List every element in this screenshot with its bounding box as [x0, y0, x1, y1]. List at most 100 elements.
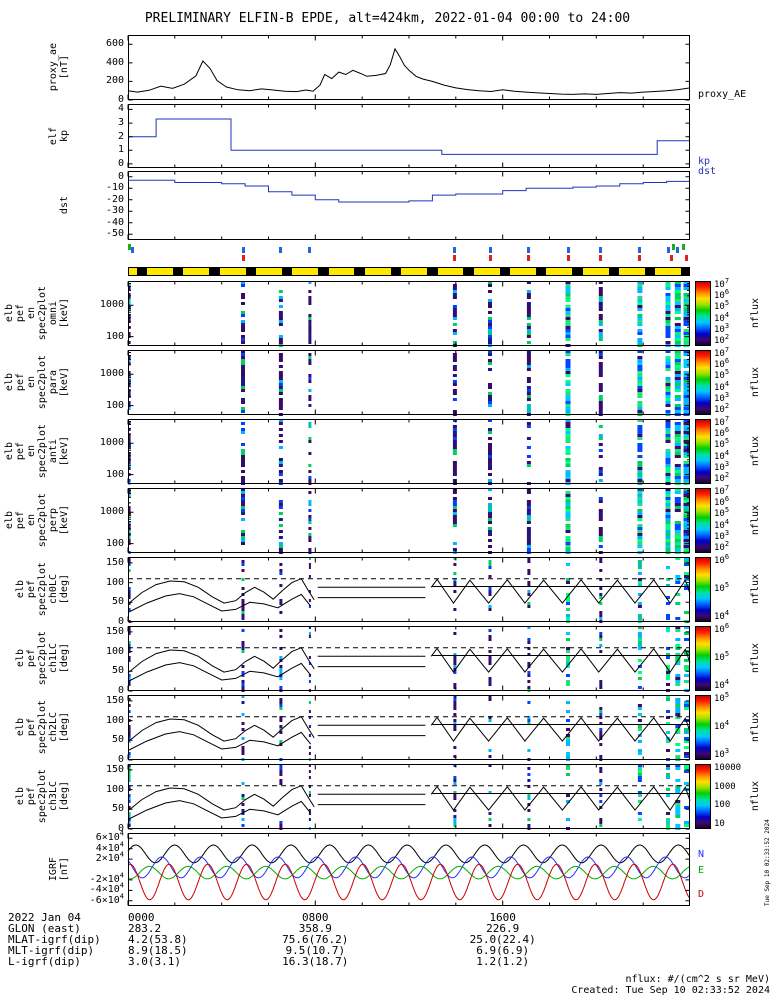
pa-ch0lc-canvas — [127, 557, 691, 623]
science-zone-mark — [669, 255, 673, 261]
orbit-bar-segment — [572, 268, 583, 275]
dst-ytick: -20 — [105, 193, 124, 205]
orbit-bar-segment — [608, 268, 619, 275]
en-omni-cbtick: 103 — [714, 321, 730, 335]
en-perp-ylabel-line: perp — [48, 508, 59, 533]
pa-ch2lc-ytick: 150 — [105, 694, 124, 706]
table-row: MLAT-igrf(dip) 4.2(53.8) 75.6(76.2) 25.0(22… — [0, 934, 775, 945]
science-zone-mark — [308, 247, 312, 253]
dst-ytick: -10 — [105, 182, 124, 194]
en-perp-cbtick: 106 — [714, 495, 730, 509]
dst-ylabel: dst — [10, 171, 70, 240]
row-value: 75.6(76.2) — [282, 933, 349, 946]
science-zone-mark — [453, 247, 457, 253]
panel-proxy-ae: 0 200 400 600 proxy_ae [nT] proxy_AE — [48, 35, 746, 105]
dst-frame — [128, 171, 690, 240]
en-anti-cbtick: 105 — [714, 437, 730, 451]
pa-ch1lc-ylabel-line: [deg] — [59, 643, 70, 674]
en-perp-cbtick: 107 — [714, 484, 730, 498]
igrf-ytick: -6×104 — [89, 892, 124, 906]
en-anti-cbtick: 104 — [714, 448, 730, 462]
kp-ylabel: elf kp — [10, 104, 70, 168]
en-para-frame — [128, 350, 690, 415]
en-para-ytick: 100 — [105, 399, 124, 411]
pa-ch2lc-colorbar — [695, 695, 711, 760]
en-perp-ylabel: elb pef en spec2plot perp [keV] — [4, 488, 70, 553]
science-zone-mark — [241, 247, 245, 253]
orbit-bar — [128, 267, 690, 276]
en-anti-frame — [128, 419, 690, 484]
en-para-cbtick: 103 — [714, 390, 730, 404]
en-omni-ylabel-line: pef — [15, 304, 26, 323]
en-omni-colorbar — [695, 281, 711, 346]
dst-canvas — [127, 171, 690, 240]
en-perp-ytick: 100 — [105, 537, 124, 549]
science-zone-mark — [566, 247, 570, 253]
table-row: GLON (east) 283.2 358.9 226.9 — [0, 923, 775, 934]
en-omni-ytick: 1000 — [99, 299, 124, 311]
pa-ch2lc-cbtick: 103 — [714, 747, 730, 761]
science-zone-mark — [527, 247, 531, 253]
science-zone-mark — [527, 255, 531, 261]
pa-ch2lc-ytick: 100 — [105, 714, 124, 726]
pa-ch3lc-ytick: 100 — [105, 783, 124, 795]
pa-ch0lc-streaks — [128, 557, 689, 623]
en-para-cblabel: nflux — [750, 366, 761, 397]
pa-ch2lc-cbtick: 105 — [714, 691, 730, 705]
en-anti-cbtick: 106 — [714, 426, 730, 440]
ephemeris-table: 2022 Jan 04 0000 0800 1600 GLON (east) 283.2 3… — [0, 912, 775, 972]
igrf-ytick: -4×104 — [89, 882, 124, 896]
pa-ch3lc-ylabel-line: elb — [15, 787, 26, 806]
en-anti-cbtick: 103 — [714, 459, 730, 473]
kp-canvas — [127, 104, 690, 168]
pa-ch1lc-curve — [127, 647, 315, 674]
footer: nflux: #/(cm^2 s sr MeV) Created: Tue Se… — [571, 974, 770, 996]
orbit-bar-segment — [427, 268, 438, 275]
en-omni-cbtick: 104 — [714, 310, 730, 324]
pa-ch0lc-curve — [430, 578, 691, 604]
pa-ch2lc-frame — [128, 695, 690, 760]
pa-ch3lc-cbtick: 10000 — [714, 763, 742, 773]
orbit-bar-segment — [535, 268, 547, 275]
row-value: 358.9 — [298, 922, 332, 935]
en-anti-ylabel-line: anti — [48, 439, 59, 464]
row-value: 16.3(18.7) — [282, 955, 349, 968]
orbit-bar-segment — [390, 268, 402, 275]
igrf-ytick: 4×104 — [95, 840, 124, 854]
en-anti-cbtick: 107 — [714, 415, 730, 429]
pa-ch3lc-ylabel-line: pef — [26, 787, 37, 806]
table-row: L-igrf(dip) 3.0(3.1) 16.3(18.7) 1.2(1.2) — [0, 956, 775, 967]
science-zone-mark — [666, 247, 670, 253]
en-omni-canvas — [127, 281, 690, 347]
igrf-rlabel-N: N — [698, 848, 705, 860]
en-anti-colorbar — [695, 419, 711, 484]
dst-series — [128, 179, 690, 203]
pa-ch1lc-ytick: 150 — [105, 625, 124, 637]
en-para-colorbar — [695, 350, 711, 415]
pa-ch0lc-cbtick: 106 — [714, 553, 730, 567]
pa-ch1lc-ytick: 50 — [111, 665, 124, 677]
en-perp-ylabel-line: pef — [15, 511, 26, 530]
table-row: MLT-igrf(dip) 8.9(18.5) 9.5(10.7) 6.9(6.9) — [0, 945, 775, 956]
pa-ch3lc-ytick: 150 — [105, 763, 124, 775]
science-zone-mark — [599, 255, 603, 261]
pa-ch1lc-ylabel-line: elb — [15, 649, 26, 668]
en-para-ytick: 1000 — [99, 368, 124, 380]
pa-ch3lc-curve — [127, 800, 312, 820]
pa-ch1lc-ylabel-line: ch1LC — [48, 643, 59, 674]
en-para-ylabel: elb pef en spec2plot para [keV] — [4, 350, 70, 415]
created-stamp: Created: Tue Sep 10 02:33:52 2024 — [571, 985, 770, 996]
pa-ch1lc-cbtick: 104 — [714, 678, 730, 692]
en-para-cbtick: 102 — [714, 402, 730, 416]
pa-ch3lc-colorbar — [695, 764, 711, 829]
row-value: 1.2(1.2) — [476, 955, 530, 968]
row-value: 283.2 — [128, 922, 162, 935]
pa-ch0lc-curve — [127, 593, 312, 613]
en-anti-ytick: 1000 — [99, 437, 124, 449]
science-zone-mark — [279, 247, 283, 253]
pa-ch3lc-curve — [430, 785, 691, 811]
proxy-ae-rlabel-proxy_AE: proxy_AE — [698, 88, 747, 100]
pa-ch2lc-curve — [127, 731, 312, 751]
pa-ch1lc-cbtick: 105 — [714, 650, 730, 664]
igrf-ytick: 2×104 — [95, 850, 124, 865]
